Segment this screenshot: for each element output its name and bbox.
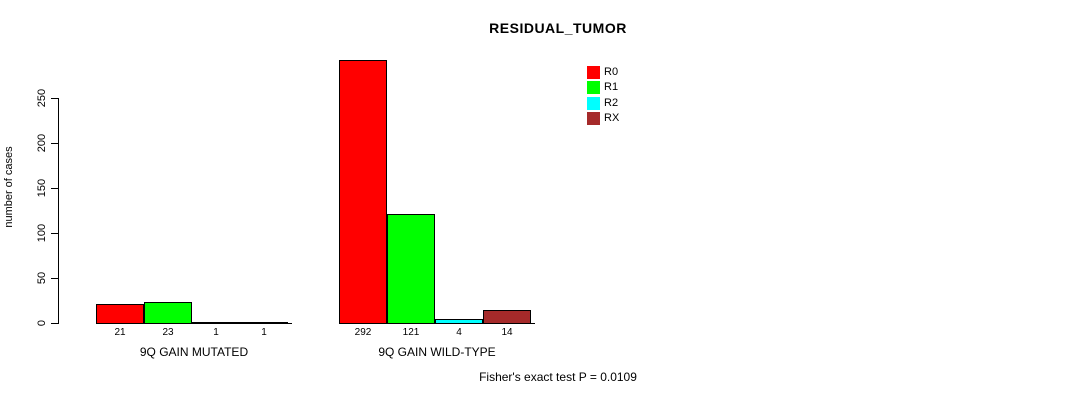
bar-value-label: 23 [162,327,174,338]
bar-value-label: 4 [456,327,462,338]
bar-r1 [387,214,435,324]
bar-value-label: 121 [402,327,420,338]
y-axis-tick [51,233,58,234]
y-axis-tick-label: 200 [36,133,48,153]
bar-r0 [96,304,144,324]
bar-r0 [339,60,387,324]
x-axis-group-label: 9Q GAIN MUTATED [139,345,249,359]
y-axis-tick [51,323,58,324]
legend-swatch-icon [587,66,600,79]
y-axis-tick-label: 250 [36,88,48,108]
legend-label: R0 [604,66,619,78]
y-axis-tick [51,143,58,144]
y-axis-tick [51,278,58,279]
y-axis-tick [51,188,58,189]
y-axis-label: number of cases [3,146,15,228]
y-axis-tick-label: 100 [36,223,48,243]
bar-value-label: 1 [261,327,267,338]
bar-value-label: 14 [501,327,513,338]
legend-swatch-icon [587,96,600,110]
bar-rx [483,310,531,324]
legend-label: R1 [604,81,619,94]
y-axis-tick-label: 150 [36,178,48,198]
bar-value-label: 1 [213,327,219,338]
bar-rx [240,322,288,324]
y-axis-tick [51,98,58,99]
bar-r1 [144,302,192,324]
y-axis-line [58,98,59,324]
bar-r2 [192,322,240,324]
y-axis-tick-label: 0 [36,319,48,327]
legend-label: RX [604,111,620,124]
legend-swatch-icon [587,111,600,125]
x-axis-group-label: 9Q GAIN WILD-TYPE [378,345,496,359]
legend-label: R2 [604,96,619,109]
chart-title: RESIDUAL_TUMOR [489,20,627,36]
bar-r2 [435,319,483,324]
bar-value-label: 21 [114,327,126,338]
y-axis-tick-label: 50 [36,271,48,285]
bar-value-label: 292 [354,327,372,338]
legend-swatch-icon [587,81,600,95]
stat-annotation: Fisher's exact test P = 0.0109 [479,370,637,384]
